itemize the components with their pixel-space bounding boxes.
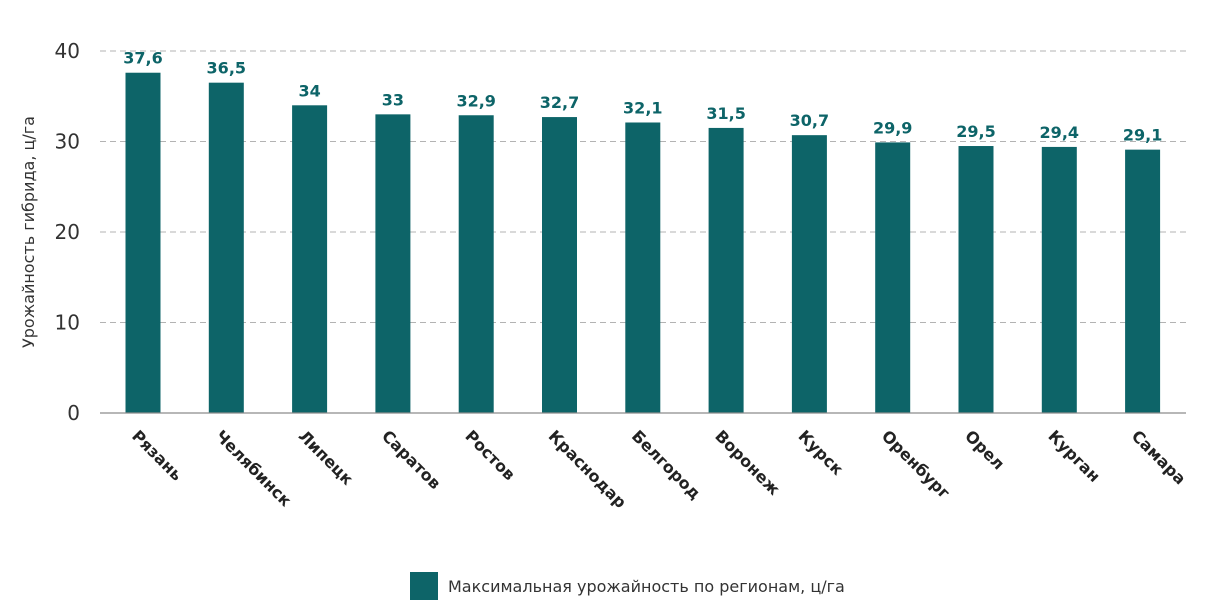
data-label: 31,5	[706, 104, 745, 123]
bar	[1125, 149, 1161, 413]
category-label: Оренбург	[878, 426, 954, 502]
data-label: 34	[298, 81, 320, 100]
bar	[125, 72, 161, 413]
data-label: 36,5	[207, 59, 246, 78]
data-labels: 37,6 36,5 34 33 32,9 32,7 32,1 31,5 30,7 29,9 29,5…	[123, 49, 1162, 145]
y-tick-label: 40	[55, 39, 80, 63]
category-label: Липецк	[295, 426, 357, 488]
bar	[208, 82, 244, 414]
category-labels: Рязань Челябинск Липецк Саратов Ростов Красно…	[128, 426, 1190, 512]
bar	[542, 117, 577, 413]
data-label: 29,9	[873, 118, 912, 137]
category-label: Рязань	[128, 426, 186, 484]
bar	[375, 114, 411, 413]
y-tick-label: 20	[55, 220, 80, 244]
bars	[125, 72, 1161, 414]
legend: Максимальная урожайность по регионам, ц/…	[410, 572, 845, 600]
bar	[791, 135, 827, 414]
legend-swatch	[410, 572, 438, 600]
bar	[875, 142, 911, 413]
bar	[458, 115, 494, 413]
data-label: 30,7	[790, 111, 829, 130]
data-label: 37,6	[123, 49, 162, 68]
bar	[625, 122, 661, 414]
category-label: Краснодар	[545, 426, 631, 512]
data-label: 33	[382, 90, 404, 109]
category-label: Челябинск	[211, 426, 295, 510]
category-label: Курган	[1044, 426, 1104, 486]
category-label: Воронеж	[711, 426, 784, 499]
y-axis-title: Урожайность гибрида, ц/га	[19, 116, 38, 348]
bar	[708, 127, 744, 414]
category-label: Курск	[795, 426, 848, 479]
bar	[958, 146, 994, 413]
category-label: Самара	[1128, 426, 1190, 488]
category-label: Саратов	[378, 426, 445, 493]
legend-label: Максимальная урожайность по регионам, ц/…	[448, 576, 845, 596]
data-label: 32,9	[456, 91, 495, 110]
data-label: 32,7	[540, 93, 579, 112]
category-label: Белгород	[628, 426, 705, 503]
data-label: 29,5	[956, 122, 995, 141]
y-tick-label: 30	[55, 130, 80, 154]
bar	[1041, 146, 1077, 413]
y-axis-ticks: 0 10 20 30 40	[55, 39, 80, 425]
category-label: Ростов	[461, 426, 519, 484]
bar	[292, 105, 328, 414]
y-tick-label: 10	[55, 311, 80, 335]
y-tick-label: 0	[67, 401, 80, 425]
data-label: 29,1	[1123, 126, 1162, 145]
data-label: 32,1	[623, 98, 662, 117]
data-label: 29,4	[1040, 123, 1079, 142]
category-label: Орел	[961, 426, 1008, 473]
